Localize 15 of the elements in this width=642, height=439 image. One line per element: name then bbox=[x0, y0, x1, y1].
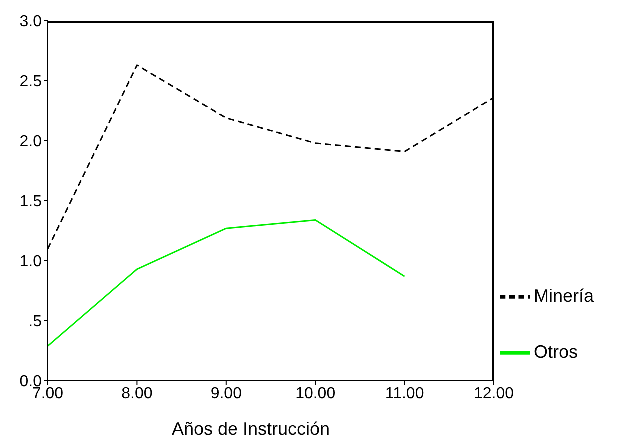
y-tick-label: .5 bbox=[28, 314, 42, 331]
line-series bbox=[48, 219, 406, 347]
x-axis-title: Años de Instrucción bbox=[172, 419, 330, 439]
x-tick-label: 12.00 bbox=[474, 385, 514, 402]
y-tick-label: 1.0 bbox=[20, 254, 42, 271]
legend-label: Otros bbox=[534, 342, 578, 362]
x-tick-label: 8.00 bbox=[122, 385, 153, 402]
legend-label: Minería bbox=[534, 286, 594, 306]
y-tick-label: 2.5 bbox=[20, 74, 42, 91]
y-tick-label: 2.0 bbox=[20, 134, 42, 151]
x-tick-label: 11.00 bbox=[385, 385, 424, 402]
x-tick-label: 9.00 bbox=[210, 385, 242, 402]
y-tick-label: 1.5 bbox=[20, 194, 42, 211]
y-tick-label: 3.0 bbox=[20, 14, 42, 31]
x-tick-label: 10.00 bbox=[296, 385, 336, 402]
